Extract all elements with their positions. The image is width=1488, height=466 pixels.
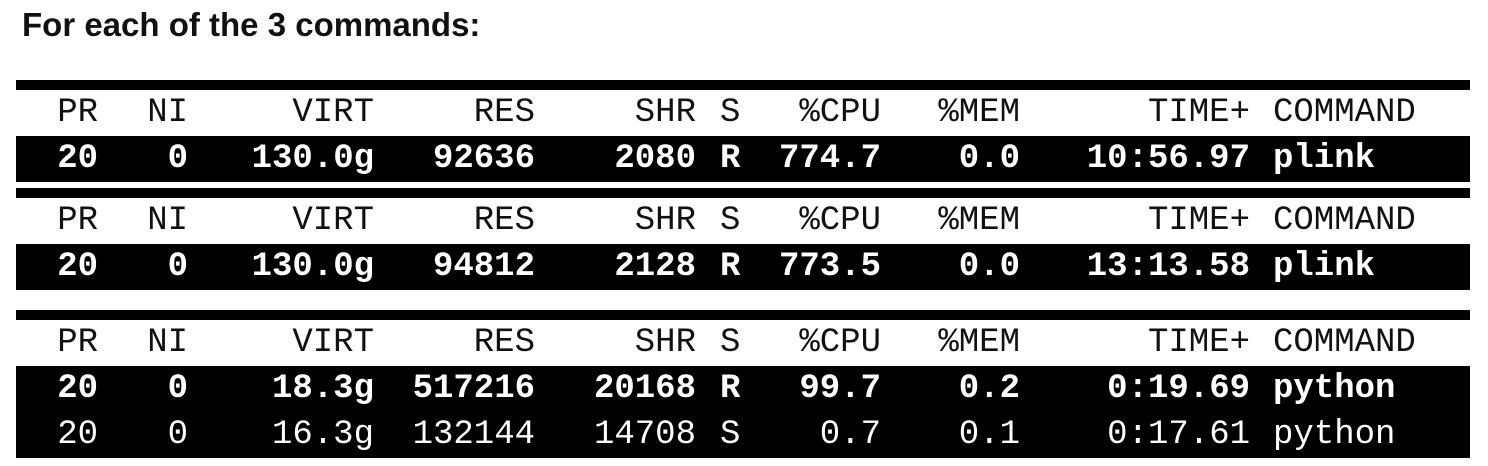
table-header-row: PR NI VIRT RES SHR S %CPU %MEM TIME+ COM…	[16, 320, 1470, 366]
cell-shr: 2080	[614, 140, 696, 178]
column-header-time: TIME+	[1147, 324, 1250, 362]
cell-mem: 0.1	[958, 416, 1020, 454]
cell-cpu: 0.7	[819, 416, 881, 454]
column-header-cpu: %CPU	[799, 94, 881, 132]
cell-mem: 0.0	[958, 140, 1020, 178]
table-header-row: PR NI VIRT RES SHR S %CPU %MEM TIME+ COM…	[16, 90, 1470, 136]
column-header-command: COMMAND	[1273, 324, 1416, 362]
column-header-virt: VIRT	[292, 94, 374, 132]
column-header-shr: SHR	[634, 324, 696, 362]
column-header-pr: PR	[57, 94, 98, 132]
cell-virt: 130.0g	[251, 248, 374, 286]
column-header-res: RES	[473, 202, 535, 240]
cell-s: R	[720, 370, 741, 408]
column-header-time: TIME+	[1147, 202, 1250, 240]
cell-pr: 20	[57, 140, 98, 178]
cell-time: 0:19.69	[1107, 370, 1250, 408]
cell-command: python	[1273, 416, 1396, 454]
column-header-res: RES	[473, 94, 535, 132]
cell-pr: 20	[57, 416, 98, 454]
column-header-virt: VIRT	[292, 324, 374, 362]
cell-ni: 0	[167, 370, 188, 408]
cell-shr: 14708	[593, 416, 696, 454]
column-header-command: COMMAND	[1273, 202, 1416, 240]
column-header-shr: SHR	[634, 202, 696, 240]
cell-virt: 16.3g	[271, 416, 374, 454]
column-header-pr: PR	[57, 202, 98, 240]
column-header-virt: VIRT	[292, 202, 374, 240]
cell-cpu: 99.7	[799, 370, 881, 408]
cell-virt: 18.3g	[271, 370, 374, 408]
column-header-s: S	[720, 324, 741, 362]
cell-s: R	[720, 140, 741, 178]
column-header-pr: PR	[57, 324, 98, 362]
process-table-1: PR NI VIRT RES SHR S %CPU %MEM TIME+ COM…	[16, 80, 1470, 182]
cell-pr: 20	[57, 248, 98, 286]
cell-ni: 0	[167, 140, 188, 178]
column-header-cpu: %CPU	[799, 324, 881, 362]
column-header-ni: NI	[147, 94, 188, 132]
cell-res: 132144	[412, 416, 535, 454]
cell-virt: 130.0g	[251, 140, 374, 178]
cell-command: plink	[1273, 140, 1376, 178]
column-header-shr: SHR	[634, 94, 696, 132]
column-header-mem: %MEM	[938, 324, 1020, 362]
process-table-2: PR NI VIRT RES SHR S %CPU %MEM TIME+ COM…	[16, 188, 1470, 290]
process-table-3: PR NI VIRT RES SHR S %CPU %MEM TIME+ COM…	[16, 310, 1470, 458]
table-row: 20 0 130.0g 94812 2128 R 773.5 0.0 13:13…	[16, 244, 1470, 290]
cell-mem: 0.0	[958, 248, 1020, 286]
cell-shr: 20168	[593, 370, 696, 408]
cell-time: 10:56.97	[1086, 140, 1250, 178]
cell-ni: 0	[167, 248, 188, 286]
cell-ni: 0	[167, 416, 188, 454]
column-header-ni: NI	[147, 324, 188, 362]
cell-res: 94812	[432, 248, 535, 286]
table-row: 20 0 18.3g 517216 20168 R 99.7 0.2 0:19.…	[16, 366, 1470, 412]
table-divider	[16, 188, 1470, 198]
column-header-ni: NI	[147, 202, 188, 240]
cell-time: 13:13.58	[1086, 248, 1250, 286]
table-header-row: PR NI VIRT RES SHR S %CPU %MEM TIME+ COM…	[16, 198, 1470, 244]
cell-command: python	[1273, 370, 1396, 408]
table-divider	[16, 310, 1470, 320]
cell-pr: 20	[57, 370, 98, 408]
cell-cpu: 774.7	[778, 140, 881, 178]
cell-mem: 0.2	[958, 370, 1020, 408]
cell-res: 517216	[412, 370, 535, 408]
cell-res: 92636	[432, 140, 535, 178]
cell-s: S	[720, 416, 741, 454]
column-header-mem: %MEM	[938, 94, 1020, 132]
cell-shr: 2128	[614, 248, 696, 286]
cell-cpu: 773.5	[778, 248, 881, 286]
column-header-res: RES	[473, 324, 535, 362]
column-header-s: S	[720, 202, 741, 240]
page-title: For each of the 3 commands:	[22, 6, 481, 43]
column-header-command: COMMAND	[1273, 94, 1416, 132]
column-header-mem: %MEM	[938, 202, 1020, 240]
cell-time: 0:17.61	[1107, 416, 1250, 454]
column-header-cpu: %CPU	[799, 202, 881, 240]
cell-command: plink	[1273, 248, 1376, 286]
table-row: 20 0 16.3g 132144 14708 S 0.7 0.1 0:17.6…	[16, 412, 1470, 458]
table-divider	[16, 80, 1470, 90]
table-row: 20 0 130.0g 92636 2080 R 774.7 0.0 10:56…	[16, 136, 1470, 182]
column-header-s: S	[720, 94, 741, 132]
cell-s: R	[720, 248, 741, 286]
column-header-time: TIME+	[1147, 94, 1250, 132]
